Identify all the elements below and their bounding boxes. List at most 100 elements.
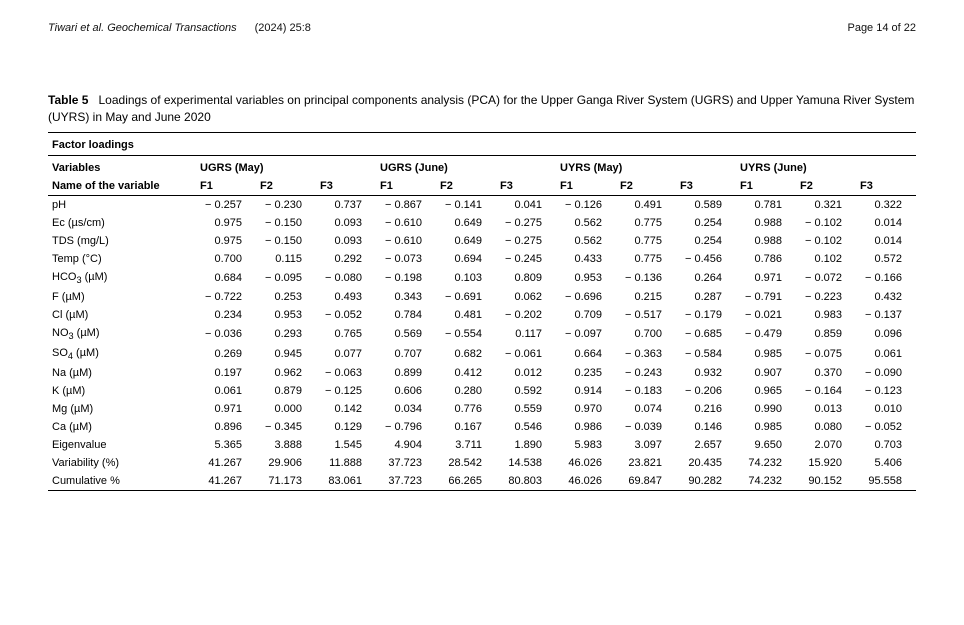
cell-value: 0.061 xyxy=(196,382,256,400)
variables-header: Variables xyxy=(48,155,196,177)
variable-name: Variability (%) xyxy=(48,454,196,472)
cell-value: 0.370 xyxy=(796,364,856,382)
cell-value: 0.775 xyxy=(616,232,676,250)
cell-value: − 0.137 xyxy=(856,306,916,324)
cell-value: 5.406 xyxy=(856,454,916,472)
factor-header: F1 xyxy=(736,177,796,196)
cell-value: 0.899 xyxy=(376,364,436,382)
table-row: Cl (µM)0.2340.953− 0.0520.7840.481− 0.20… xyxy=(48,306,916,324)
cell-value: 1.545 xyxy=(316,436,376,454)
cell-value: 0.254 xyxy=(676,232,736,250)
cell-value: 71.173 xyxy=(256,472,316,491)
cell-value: − 0.063 xyxy=(316,364,376,382)
variable-name: Eigenvalue xyxy=(48,436,196,454)
cell-value: − 0.166 xyxy=(856,268,916,288)
cell-value: 0.975 xyxy=(196,232,256,250)
cell-value: 0.776 xyxy=(436,400,496,418)
cell-value: 0.649 xyxy=(436,214,496,232)
cell-value: 0.985 xyxy=(736,344,796,364)
cell-value: 0.569 xyxy=(376,324,436,344)
cell-value: − 0.796 xyxy=(376,418,436,436)
table-row: NO3 (µM)− 0.0360.2930.7650.569− 0.5540.1… xyxy=(48,324,916,344)
cell-value: − 0.183 xyxy=(616,382,676,400)
cell-value: 0.781 xyxy=(736,195,796,214)
cell-value: 0.010 xyxy=(856,400,916,418)
table-row: Ec (µs/cm)0.975− 0.1500.093− 0.6100.649−… xyxy=(48,214,916,232)
cell-value: 0.985 xyxy=(736,418,796,436)
cell-value: 0.914 xyxy=(556,382,616,400)
table-row: pH− 0.257− 0.2300.737− 0.867− 0.1410.041… xyxy=(48,195,916,214)
caption-text: Loadings of experimental variables on pr… xyxy=(48,93,914,124)
cell-value: 9.650 xyxy=(736,436,796,454)
cell-value: 0.546 xyxy=(496,418,556,436)
cell-value: 0.093 xyxy=(316,214,376,232)
cell-value: − 0.610 xyxy=(376,214,436,232)
cell-value: 0.235 xyxy=(556,364,616,382)
cell-value: 0.061 xyxy=(856,344,916,364)
cell-value: − 0.791 xyxy=(736,288,796,306)
variable-name: NO3 (µM) xyxy=(48,324,196,344)
cell-value: 0.234 xyxy=(196,306,256,324)
variable-name: Ec (µs/cm) xyxy=(48,214,196,232)
cell-value: 14.538 xyxy=(496,454,556,472)
cell-value: 0.709 xyxy=(556,306,616,324)
cell-value: − 0.126 xyxy=(556,195,616,214)
cell-value: 0.988 xyxy=(736,232,796,250)
cell-value: − 0.584 xyxy=(676,344,736,364)
cell-value: − 0.223 xyxy=(796,288,856,306)
cell-value: 20.435 xyxy=(676,454,736,472)
running-head-left: Tiwari et al. Geochemical Transactions (… xyxy=(48,22,311,34)
table-row: K (µM)0.0610.879− 0.1250.6060.2800.5920.… xyxy=(48,382,916,400)
cell-value: 5.365 xyxy=(196,436,256,454)
cell-value: 0.014 xyxy=(856,214,916,232)
cell-value: − 0.722 xyxy=(196,288,256,306)
factor-header: F3 xyxy=(676,177,736,196)
variable-name: HCO3 (µM) xyxy=(48,268,196,288)
cell-value: 0.775 xyxy=(616,250,676,268)
cell-value: − 0.036 xyxy=(196,324,256,344)
table-row: Na (µM)0.1970.962− 0.0630.8990.4120.0120… xyxy=(48,364,916,382)
cell-value: 0.970 xyxy=(556,400,616,418)
cell-value: 0.664 xyxy=(556,344,616,364)
table-row: Cumulative %41.26771.17383.06137.72366.2… xyxy=(48,472,916,491)
variable-name: Temp (°C) xyxy=(48,250,196,268)
cell-value: 0.287 xyxy=(676,288,736,306)
cell-value: 11.888 xyxy=(316,454,376,472)
cell-value: 0.707 xyxy=(376,344,436,364)
cell-value: 0.102 xyxy=(796,250,856,268)
cell-value: − 0.363 xyxy=(616,344,676,364)
cell-value: 0.167 xyxy=(436,418,496,436)
factor-header: F3 xyxy=(856,177,916,196)
variable-name: Na (µM) xyxy=(48,364,196,382)
cell-value: 90.152 xyxy=(796,472,856,491)
cell-value: − 0.021 xyxy=(736,306,796,324)
cell-value: 0.215 xyxy=(616,288,676,306)
cell-value: 0.737 xyxy=(316,195,376,214)
cell-value: 0.559 xyxy=(496,400,556,418)
factor-header: F2 xyxy=(256,177,316,196)
cell-value: 0.988 xyxy=(736,214,796,232)
cell-value: 0.700 xyxy=(616,324,676,344)
cell-value: − 0.080 xyxy=(316,268,376,288)
cell-value: 0.592 xyxy=(496,382,556,400)
factor-header: F1 xyxy=(556,177,616,196)
cell-value: 95.558 xyxy=(856,472,916,491)
cell-value: − 0.150 xyxy=(256,214,316,232)
cell-value: 74.232 xyxy=(736,454,796,472)
cell-value: 0.990 xyxy=(736,400,796,418)
cell-value: 5.983 xyxy=(556,436,616,454)
cell-value: 0.965 xyxy=(736,382,796,400)
cell-value: 0.254 xyxy=(676,214,736,232)
factor-header: F3 xyxy=(496,177,556,196)
running-authors: Tiwari et al. Geochemical Transactions xyxy=(48,22,237,34)
variable-name: Cumulative % xyxy=(48,472,196,491)
cell-value: − 0.097 xyxy=(556,324,616,344)
cell-value: − 0.275 xyxy=(496,214,556,232)
cell-value: 0.000 xyxy=(256,400,316,418)
cell-value: 66.265 xyxy=(436,472,496,491)
group-header: UGRS (June) xyxy=(376,155,556,177)
cell-value: − 0.479 xyxy=(736,324,796,344)
cell-value: 0.975 xyxy=(196,214,256,232)
cell-value: 0.971 xyxy=(196,400,256,418)
factor-header: F3 xyxy=(316,177,376,196)
